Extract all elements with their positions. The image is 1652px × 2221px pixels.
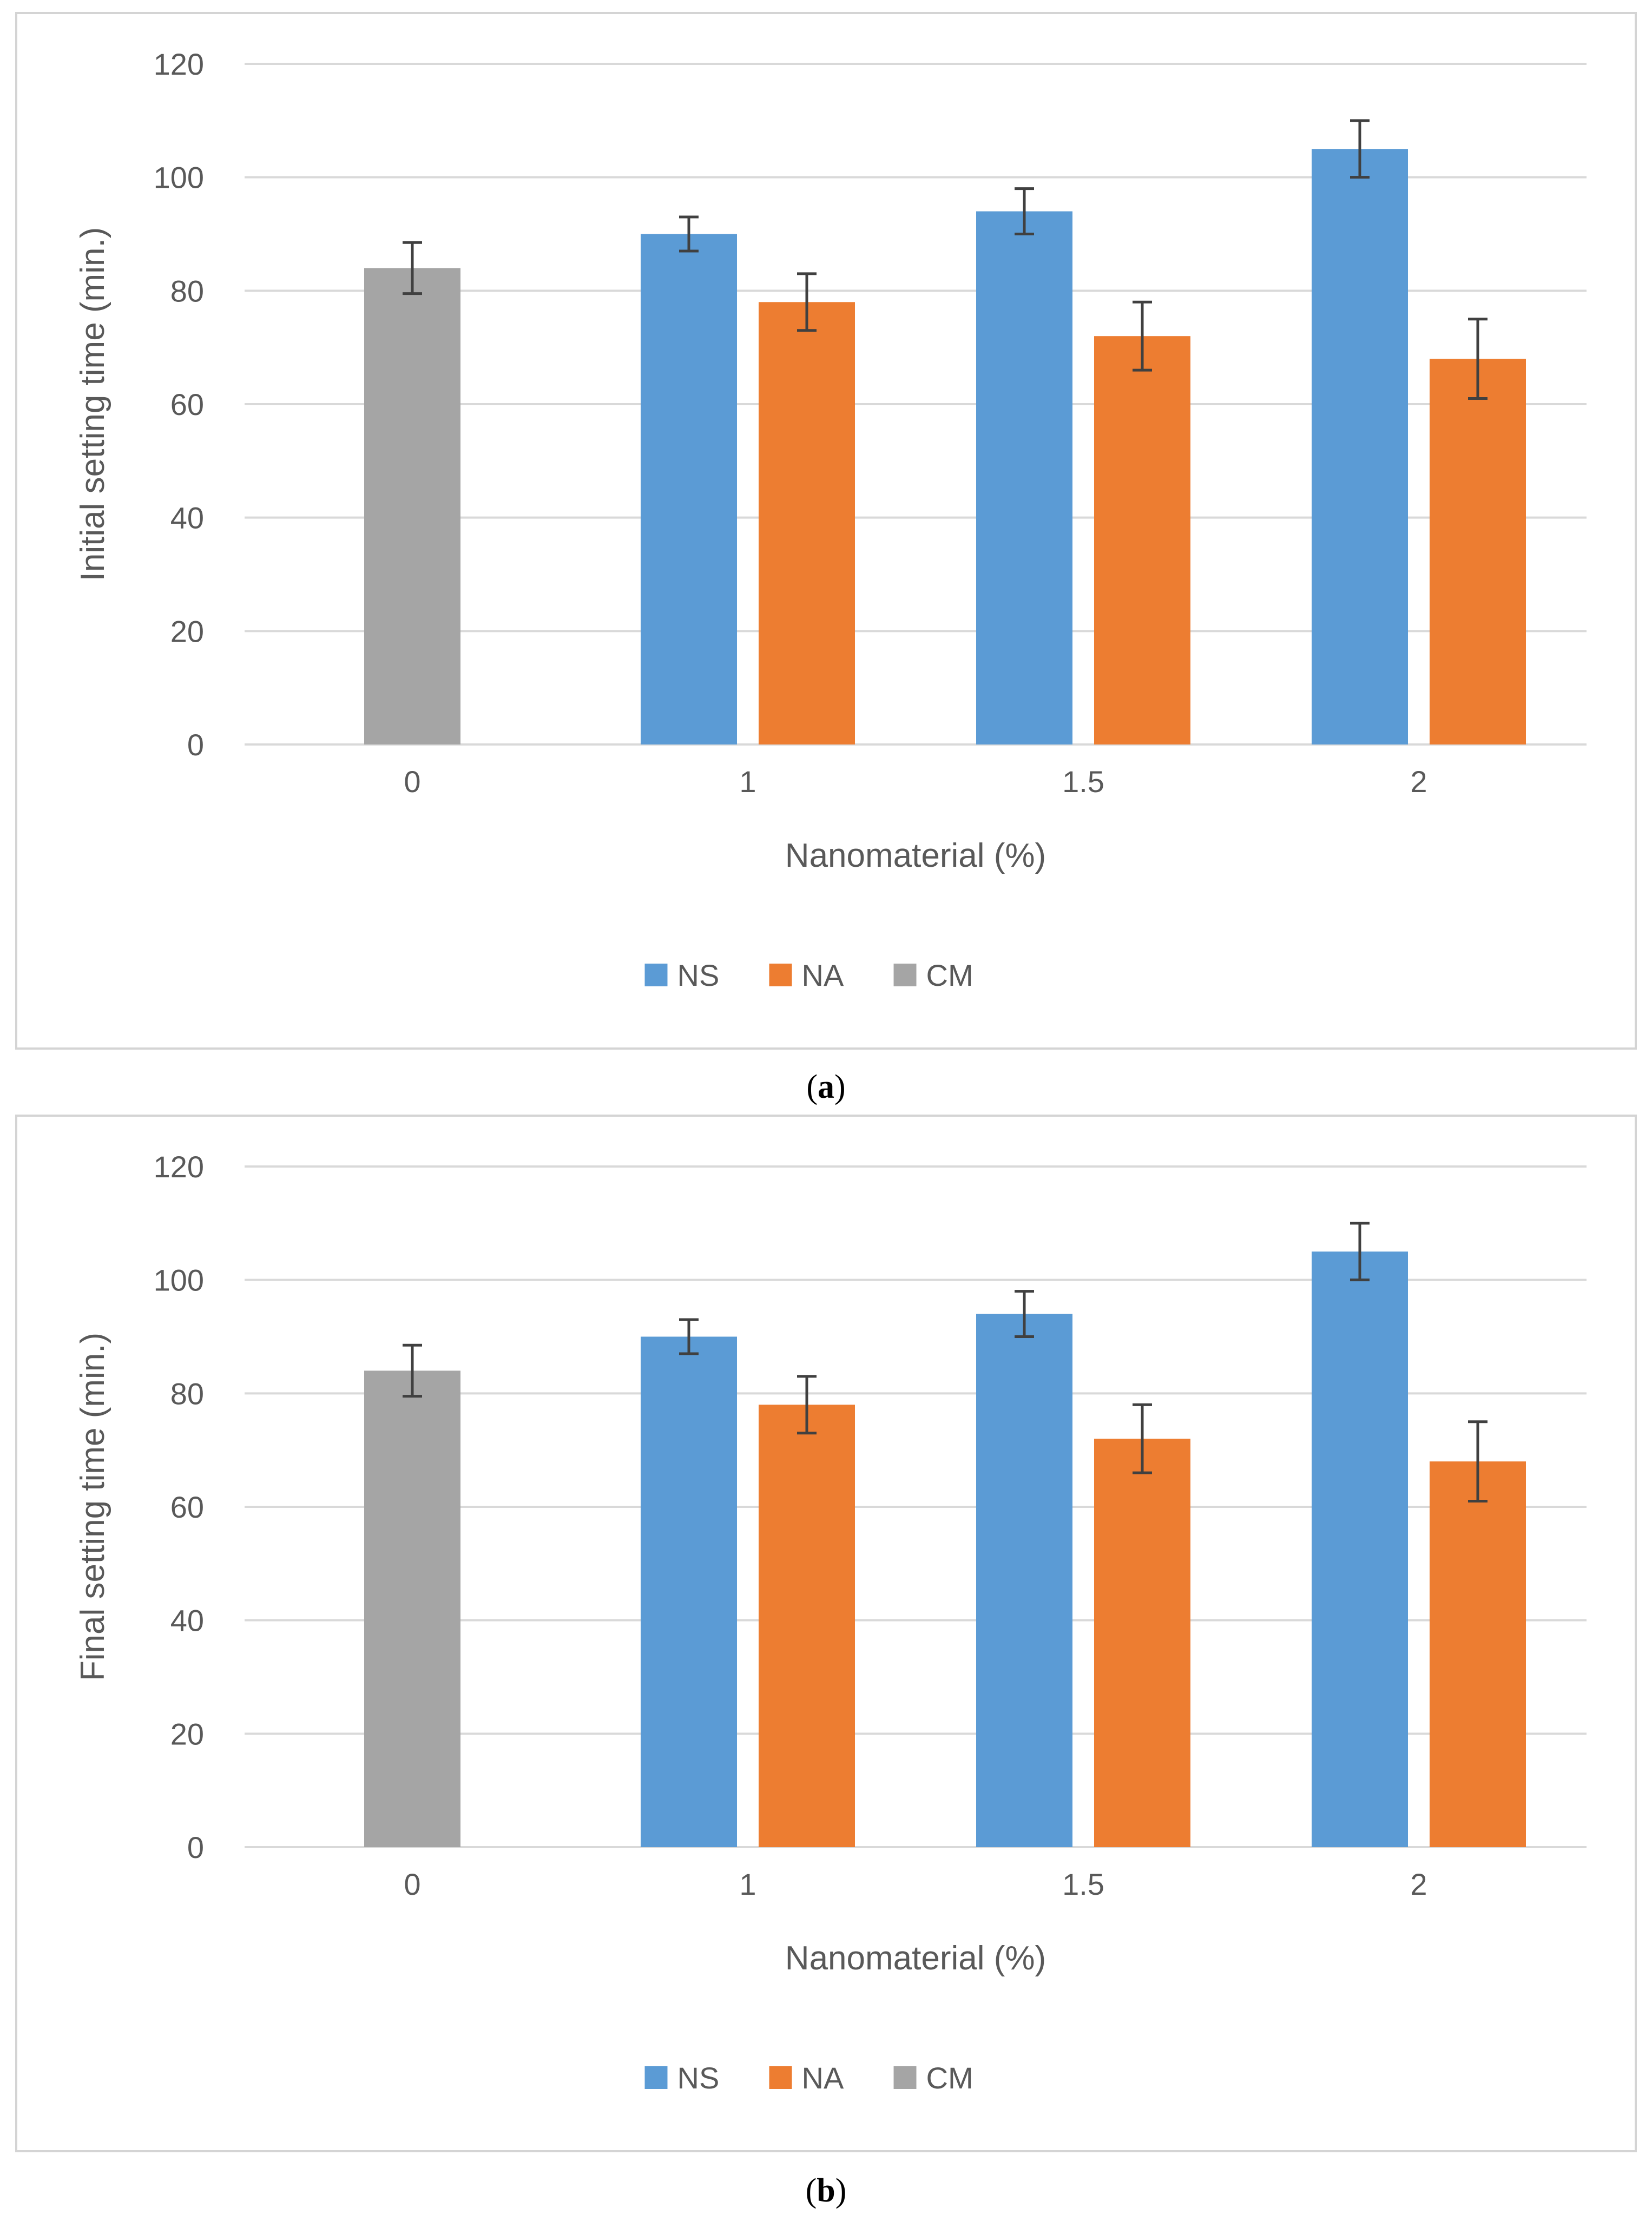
legend-label-cm: CM — [926, 2061, 973, 2095]
bar-ns-2 — [1312, 1251, 1408, 1847]
y-tick-label: 100 — [154, 161, 204, 195]
legend-swatch-cm — [893, 964, 917, 986]
bar-ns-1.5 — [976, 211, 1072, 745]
legend-label-ns: NS — [677, 2061, 720, 2095]
bar-na-1.5 — [1094, 336, 1190, 744]
chart-b-svg: 0 20 40 60 80 100 120 0 1 1.5 2 Nanomaterial (%) Fin… — [74, 1150, 1587, 2095]
x-axis-title: Nanomaterial (%) — [785, 1940, 1046, 1977]
y-tick-label: 0 — [187, 1830, 204, 1864]
bar-cm-0 — [364, 1370, 460, 1847]
y-tick-label: 40 — [170, 501, 204, 535]
bar-na-1.5 — [1094, 1439, 1190, 1847]
bar-na-1 — [759, 1405, 855, 1847]
bar-na-2 — [1430, 359, 1526, 744]
bar-ns-2 — [1312, 149, 1408, 744]
chart-a-svg: 0 20 40 60 80 100 120 0 1 1.5 2 Nanomaterial (%) Ini… — [74, 47, 1587, 992]
legend-swatch-cm — [893, 2066, 917, 2089]
bar-ns-1.5 — [976, 1314, 1072, 1847]
legend-label-na: NA — [802, 2061, 844, 2095]
chart-panel-a: 0 20 40 60 80 100 120 0 1 1.5 2 Nanomaterial (%) Ini… — [15, 12, 1637, 1050]
x-tick-label: 1.5 — [1062, 1867, 1104, 1901]
legend-swatch-ns — [644, 964, 668, 986]
x-tick-label: 1 — [739, 1867, 756, 1901]
caption-a: (a) — [806, 1069, 846, 1105]
y-axis-title: Initial setting time (min.) — [74, 227, 111, 582]
caption-a-letter: a — [818, 1069, 834, 1105]
y-tick-label: 60 — [170, 387, 204, 421]
y-tick-label: 40 — [170, 1604, 204, 1638]
y-tick-label: 20 — [170, 1717, 204, 1751]
x-tick-label: 0 — [404, 1867, 420, 1901]
bar-ns-1 — [641, 234, 737, 744]
legend: NS NA CM — [644, 2061, 973, 2095]
y-tick-label: 80 — [170, 274, 204, 308]
legend-swatch-na — [769, 964, 792, 986]
legend: NS NA CM — [644, 958, 973, 992]
y-tick-label: 120 — [154, 47, 204, 81]
legend-swatch-ns — [644, 2066, 668, 2089]
legend-label-cm: CM — [926, 958, 973, 992]
y-tick-label: 80 — [170, 1376, 204, 1411]
y-tick-label: 20 — [170, 614, 204, 648]
y-axis-title: Final setting time (min.) — [74, 1333, 111, 1681]
y-tick-label: 0 — [187, 728, 204, 762]
x-axis-title: Nanomaterial (%) — [785, 837, 1046, 874]
x-tick-label: 1 — [739, 765, 756, 799]
y-tick-label: 100 — [154, 1263, 204, 1297]
bar-na-2 — [1430, 1461, 1526, 1847]
caption-b-letter: b — [817, 2172, 835, 2209]
bar-ns-1 — [641, 1336, 737, 1847]
y-tick-label: 60 — [170, 1490, 204, 1524]
x-tick-label: 0 — [404, 765, 420, 799]
legend-label-ns: NS — [677, 958, 720, 992]
x-tick-label: 1.5 — [1062, 765, 1104, 799]
legend-swatch-na — [769, 2066, 792, 2089]
legend-label-na: NA — [802, 958, 844, 992]
bar-na-1 — [759, 302, 855, 744]
bar-cm-0 — [364, 268, 460, 744]
x-tick-label: 2 — [1410, 765, 1427, 799]
caption-b: (b) — [805, 2172, 847, 2209]
y-tick-label: 120 — [154, 1150, 204, 1184]
chart-panel-b: 0 20 40 60 80 100 120 0 1 1.5 2 Nanomaterial (%) Fin… — [15, 1115, 1637, 2152]
x-tick-label: 2 — [1410, 1867, 1427, 1901]
